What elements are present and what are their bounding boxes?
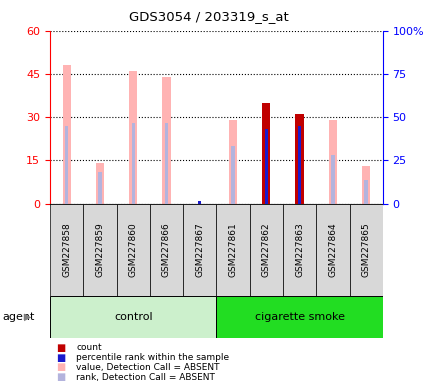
Text: ■: ■ [56,343,66,353]
Text: count: count [76,343,102,352]
Bar [183,204,216,296]
Text: GSM227866: GSM227866 [161,222,171,277]
Text: GSM227858: GSM227858 [62,222,71,277]
Bar [361,166,369,204]
Text: GSM227862: GSM227862 [261,222,270,277]
Text: GSM227859: GSM227859 [95,222,104,277]
Text: ■: ■ [56,353,66,362]
Text: GSM227865: GSM227865 [361,222,370,277]
Bar [228,120,237,204]
Bar [116,204,149,296]
Bar [283,204,316,296]
Bar [98,172,102,204]
Text: GSM227860: GSM227860 [128,222,138,277]
Text: GDS3054 / 203319_s_at: GDS3054 / 203319_s_at [128,10,288,23]
Bar [349,204,382,296]
Bar [364,180,367,204]
Bar [216,296,382,338]
Bar [149,204,183,296]
Bar [95,163,104,204]
Text: GSM227861: GSM227861 [228,222,237,277]
Bar [328,120,336,204]
Bar [231,146,234,204]
Bar [264,129,267,204]
Bar [295,114,303,204]
Bar [249,204,283,296]
Text: cigarette smoke: cigarette smoke [254,312,344,322]
Bar [316,204,349,296]
Text: ■: ■ [56,362,66,372]
Bar [50,296,216,338]
Bar [197,201,201,204]
Bar [164,123,168,204]
Bar [50,204,83,296]
Bar [262,103,270,204]
Text: control: control [114,312,152,322]
Text: GSM227864: GSM227864 [328,222,337,277]
Bar [131,123,135,204]
Text: GSM227863: GSM227863 [294,222,303,277]
Text: GSM227867: GSM227867 [195,222,204,277]
Bar [62,65,71,204]
Text: rank, Detection Call = ABSENT: rank, Detection Call = ABSENT [76,373,214,382]
Bar [65,126,68,204]
Text: percentile rank within the sample: percentile rank within the sample [76,353,229,362]
Bar [330,155,334,204]
Bar [83,204,116,296]
Text: agent: agent [2,312,34,322]
Text: ■: ■ [56,372,66,382]
Text: ▶: ▶ [24,312,31,322]
Text: value, Detection Call = ABSENT: value, Detection Call = ABSENT [76,363,219,372]
Bar [162,77,170,204]
Bar [216,204,249,296]
Bar [297,126,301,204]
Bar [129,71,137,204]
